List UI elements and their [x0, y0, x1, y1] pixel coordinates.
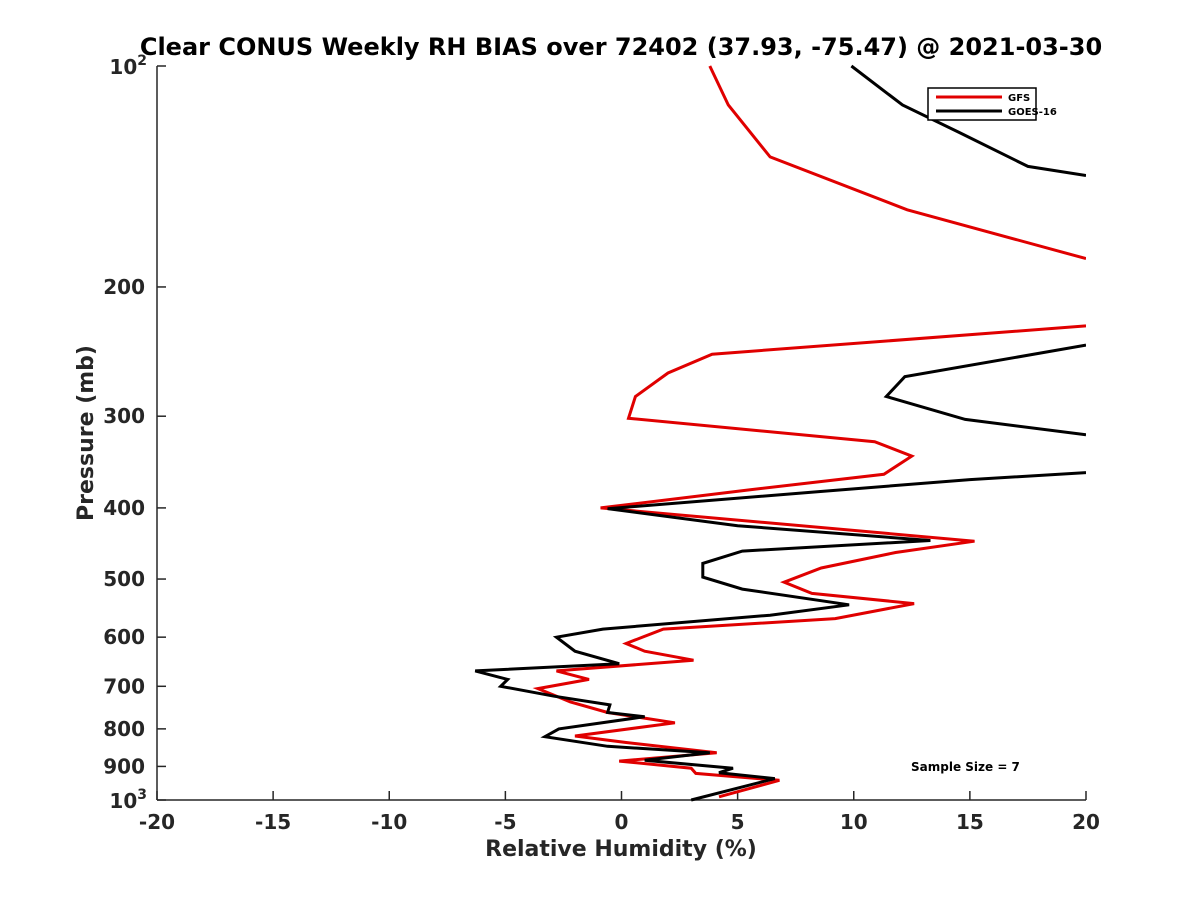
series-gfs — [532, 65, 1086, 799]
y-tick-label-top: 102 — [109, 53, 147, 79]
y-tick-label: 800 — [103, 717, 145, 741]
x-tick-label: -15 — [255, 810, 291, 834]
y-tick-label-bottom-base: 10 — [109, 789, 137, 813]
legend-label: GFS — [1008, 93, 1030, 104]
y-tick-label: 600 — [103, 625, 145, 649]
x-tick-label: -10 — [371, 810, 407, 834]
y-tick-label: 900 — [103, 754, 145, 778]
x-tick-label: 15 — [956, 810, 984, 834]
series-line — [532, 324, 1086, 799]
x-tick-label: -20 — [139, 810, 175, 834]
series-line — [850, 64, 1086, 177]
y-tick-label: 200 — [103, 275, 145, 299]
series-layer — [474, 64, 1086, 802]
y-tick-label: 700 — [103, 674, 145, 698]
sample-size-annotation: Sample Size = 7 — [911, 760, 1020, 774]
x-axis-label: Relative Humidity (%) — [485, 837, 757, 862]
y-tick-label: 400 — [103, 496, 145, 520]
x-tick-label: -5 — [494, 810, 516, 834]
x-tick-label: 10 — [840, 810, 868, 834]
y-tick-label-top-base: 10 — [109, 55, 137, 79]
y-tick-label-top-exponent: 2 — [137, 53, 147, 69]
legend-label: GOES-16 — [1008, 107, 1057, 118]
legend: GFS GOES-16 — [927, 87, 1057, 121]
chart-title: Clear CONUS Weekly RH BIAS over 72402 (3… — [140, 33, 1102, 61]
axes: -20 -15 -10 -5 0 5 10 15 20 200 300 400 500 600 700 800… — [103, 53, 1100, 834]
y-tick-label-bottom-exponent: 3 — [137, 787, 147, 803]
series-goes-16 — [474, 64, 1086, 802]
y-tick-label: 500 — [103, 567, 145, 591]
series-line — [708, 65, 1086, 261]
legend-box — [927, 87, 1037, 121]
series-line — [883, 343, 1086, 437]
y-tick-label: 300 — [103, 404, 145, 428]
y-axis-label: Pressure (mb) — [74, 345, 99, 521]
x-tick-label: 0 — [615, 810, 629, 834]
x-tick-label: 5 — [731, 810, 745, 834]
y-tick-label-bottom: 103 — [109, 787, 147, 813]
x-tick-label: 20 — [1072, 810, 1100, 834]
series-line — [474, 471, 1086, 802]
